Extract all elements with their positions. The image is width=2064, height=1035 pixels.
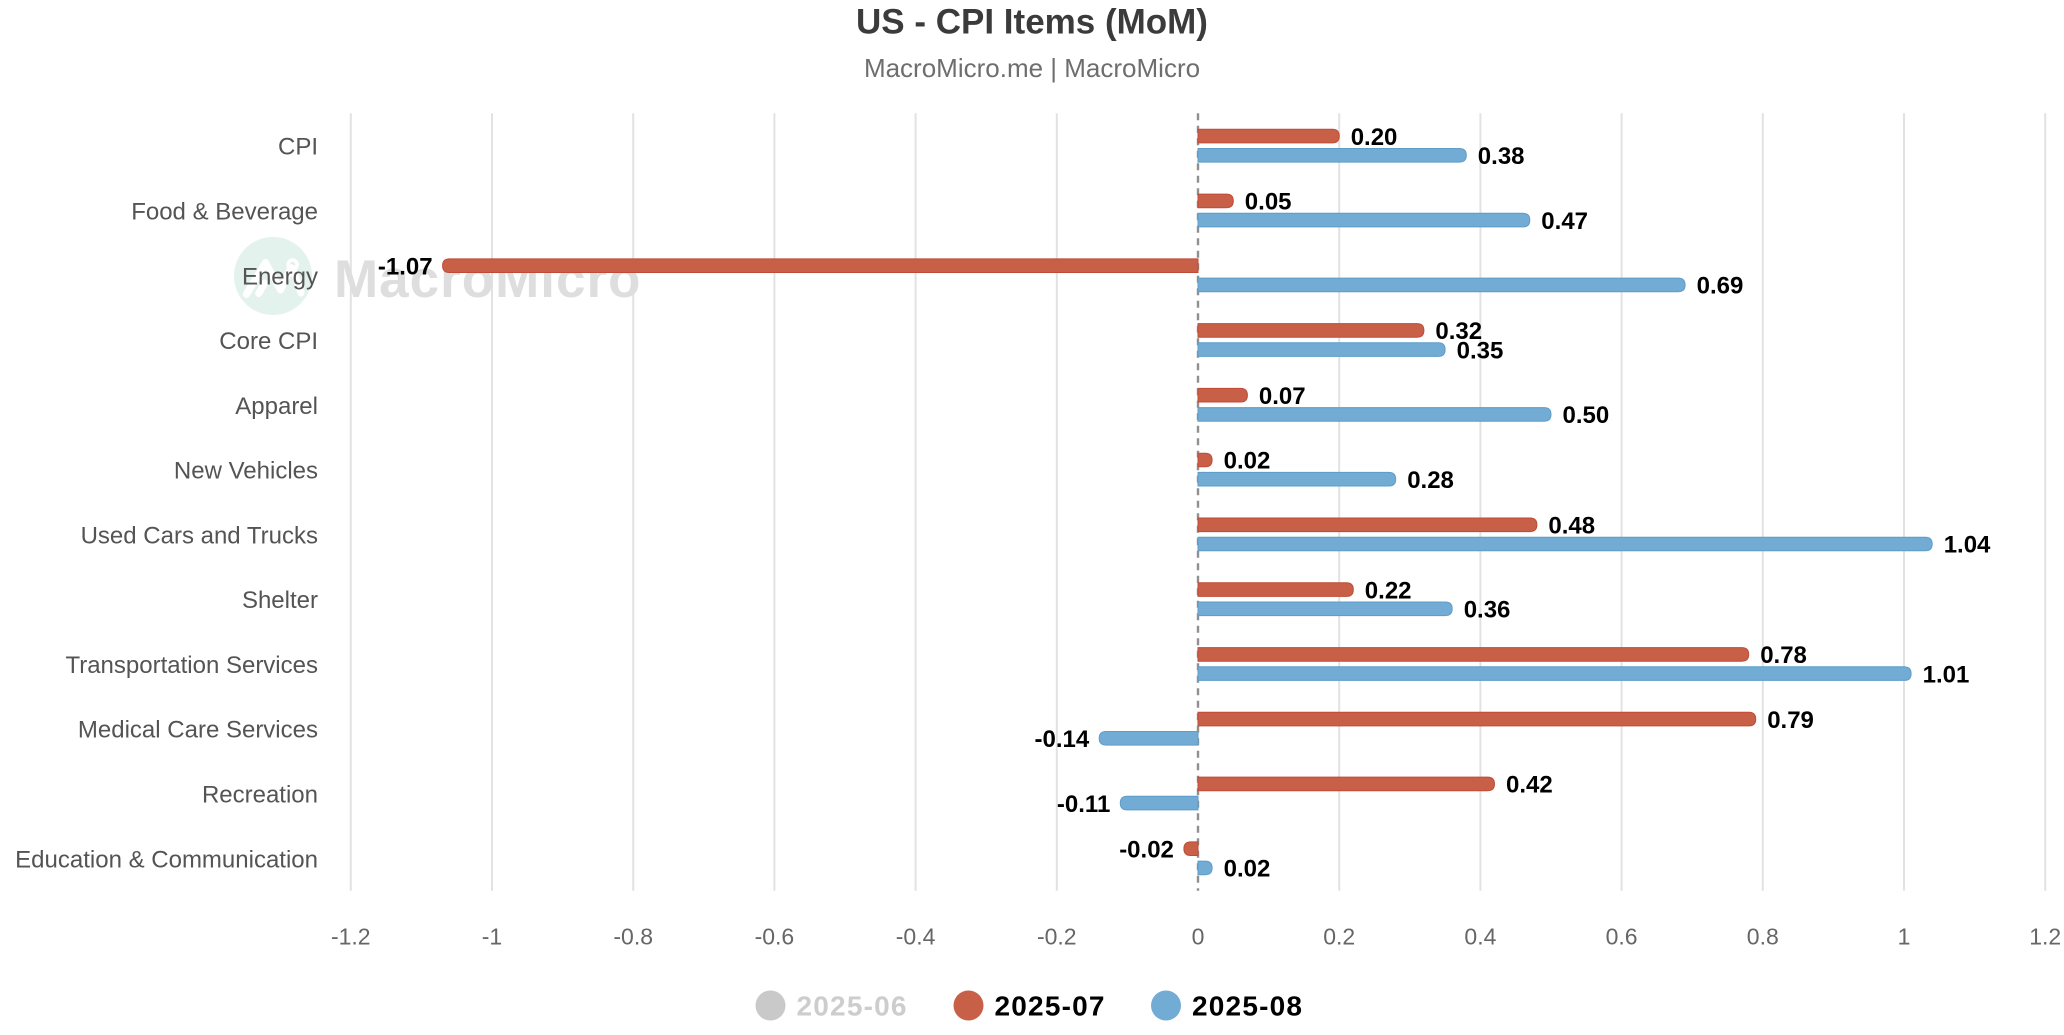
svg-text:0.07: 0.07 bbox=[1259, 383, 1306, 410]
svg-text:1.04: 1.04 bbox=[1944, 532, 1991, 559]
svg-text:0.38: 0.38 bbox=[1478, 143, 1525, 170]
svg-text:0.36: 0.36 bbox=[1464, 597, 1511, 624]
svg-text:MacroMicro.me | MacroMicro: MacroMicro.me | MacroMicro bbox=[864, 53, 1200, 83]
svg-text:0.05: 0.05 bbox=[1245, 189, 1292, 216]
svg-text:-1: -1 bbox=[482, 924, 502, 950]
svg-text:Medical Care Services: Medical Care Services bbox=[78, 717, 318, 744]
svg-text:New Vehicles: New Vehicles bbox=[174, 458, 318, 485]
svg-text:0.78: 0.78 bbox=[1760, 642, 1807, 669]
svg-text:0.22: 0.22 bbox=[1365, 577, 1412, 604]
svg-text:0.8: 0.8 bbox=[1747, 924, 1779, 950]
svg-text:0.79: 0.79 bbox=[1767, 707, 1814, 734]
svg-text:1: 1 bbox=[1898, 924, 1911, 950]
svg-text:0.47: 0.47 bbox=[1541, 208, 1588, 235]
svg-text:1.2: 1.2 bbox=[2029, 924, 2061, 950]
svg-text:0.42: 0.42 bbox=[1506, 772, 1553, 799]
svg-text:-0.14: -0.14 bbox=[1034, 726, 1089, 753]
svg-text:2025-06: 2025-06 bbox=[797, 991, 908, 1022]
svg-text:0.20: 0.20 bbox=[1351, 124, 1398, 151]
svg-text:Transportation Services: Transportation Services bbox=[65, 652, 318, 679]
svg-text:-0.8: -0.8 bbox=[613, 924, 653, 950]
svg-text:Shelter: Shelter bbox=[242, 587, 318, 614]
svg-text:-0.4: -0.4 bbox=[896, 924, 936, 950]
svg-text:0.48: 0.48 bbox=[1548, 513, 1595, 540]
svg-text:-1.07: -1.07 bbox=[378, 253, 433, 280]
svg-text:0: 0 bbox=[1192, 924, 1205, 950]
svg-text:Recreation: Recreation bbox=[202, 782, 318, 809]
svg-text:CPI: CPI bbox=[278, 134, 318, 161]
svg-text:Food & Beverage: Food & Beverage bbox=[131, 199, 318, 226]
svg-text:Energy: Energy bbox=[242, 263, 318, 290]
svg-text:0.4: 0.4 bbox=[1464, 924, 1496, 950]
svg-text:-0.02: -0.02 bbox=[1119, 836, 1174, 863]
svg-text:0.28: 0.28 bbox=[1407, 467, 1454, 494]
svg-text:0.69: 0.69 bbox=[1697, 273, 1744, 300]
svg-text:-0.6: -0.6 bbox=[755, 924, 795, 950]
svg-text:Used Cars and Trucks: Used Cars and Trucks bbox=[81, 522, 318, 549]
svg-text:0.35: 0.35 bbox=[1457, 337, 1504, 364]
svg-text:0.02: 0.02 bbox=[1224, 448, 1271, 475]
svg-text:-0.11: -0.11 bbox=[1057, 791, 1110, 818]
svg-text:0.50: 0.50 bbox=[1563, 402, 1610, 429]
svg-text:US - CPI Items (MoM): US - CPI Items (MoM) bbox=[856, 3, 1208, 42]
svg-text:-0.2: -0.2 bbox=[1037, 924, 1077, 950]
svg-text:1.01: 1.01 bbox=[1923, 661, 1970, 688]
svg-text:Apparel: Apparel bbox=[235, 393, 318, 420]
svg-text:2025-07: 2025-07 bbox=[995, 991, 1106, 1022]
svg-text:0.02: 0.02 bbox=[1224, 856, 1271, 883]
svg-text:0.2: 0.2 bbox=[1323, 924, 1355, 950]
svg-text:-1.2: -1.2 bbox=[331, 924, 371, 950]
svg-text:Education & Communication: Education & Communication bbox=[15, 846, 318, 873]
svg-text:0.32: 0.32 bbox=[1435, 318, 1482, 345]
svg-text:Core CPI: Core CPI bbox=[219, 328, 318, 355]
svg-text:0.6: 0.6 bbox=[1606, 924, 1638, 950]
svg-text:2025-08: 2025-08 bbox=[1192, 991, 1303, 1022]
